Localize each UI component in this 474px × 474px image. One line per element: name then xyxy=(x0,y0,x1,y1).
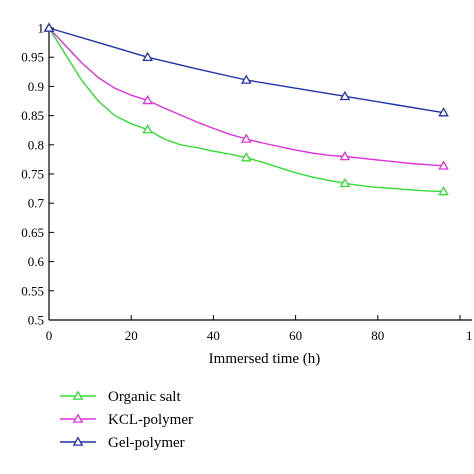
legend-label-0: Organic salt xyxy=(108,389,181,405)
data-point xyxy=(438,107,449,117)
y-tick-label: 0.9 xyxy=(28,79,44,94)
axes: 1 0.95 0.9 0.85 0.8 0.75 0.7 0.65 0.6 0.55 0.50 20 4… xyxy=(21,21,472,344)
x-tick-label: 1 xyxy=(466,328,473,343)
y-tick-label: 1 xyxy=(38,21,45,36)
x-tick-label: 40 xyxy=(207,328,220,343)
data-point xyxy=(240,152,252,162)
data-point xyxy=(438,160,449,170)
y-tick-label: 0.65 xyxy=(21,225,44,240)
data-point xyxy=(339,150,351,161)
x-tick-label: 0 xyxy=(46,328,53,343)
x-tick-label: 60 xyxy=(289,328,302,343)
y-tick-label: 0.5 xyxy=(28,313,44,328)
legend: Organic salt KCL-polymer Gel-polymer xyxy=(60,389,193,451)
series-layer xyxy=(43,22,449,196)
y-tick-label: 0.95 xyxy=(21,50,44,65)
y-tick-label: 0.7 xyxy=(28,196,45,211)
x-tick-label: 20 xyxy=(125,328,138,343)
legend-label-2: Gel-polymer xyxy=(108,435,185,451)
series-line-2 xyxy=(48,27,444,114)
y-tick-label: 0.55 xyxy=(21,283,44,298)
data-point xyxy=(240,133,252,143)
data-point xyxy=(142,124,153,134)
y-tick-label: 0.85 xyxy=(21,108,44,123)
legend-marker-1 xyxy=(72,413,84,423)
data-point xyxy=(240,74,252,84)
data-point xyxy=(339,177,351,188)
data-point xyxy=(43,22,55,32)
data-point xyxy=(339,90,351,101)
data-point xyxy=(142,94,153,105)
y-tick-label: 0.6 xyxy=(28,254,45,269)
data-point xyxy=(142,51,153,61)
data-point xyxy=(438,186,449,196)
legend-marker-0 xyxy=(72,390,84,400)
legend-marker-2 xyxy=(72,436,84,446)
series-line-1 xyxy=(48,27,444,167)
y-tick-label: 0.8 xyxy=(28,137,44,152)
x-axis-title: Immersed time (h) xyxy=(209,351,321,367)
legend-label-1: KCL-polymer xyxy=(108,412,193,428)
y-tick-label: 0.75 xyxy=(21,167,44,182)
series-line-0 xyxy=(48,27,444,193)
x-tick-label: 80 xyxy=(371,328,384,343)
